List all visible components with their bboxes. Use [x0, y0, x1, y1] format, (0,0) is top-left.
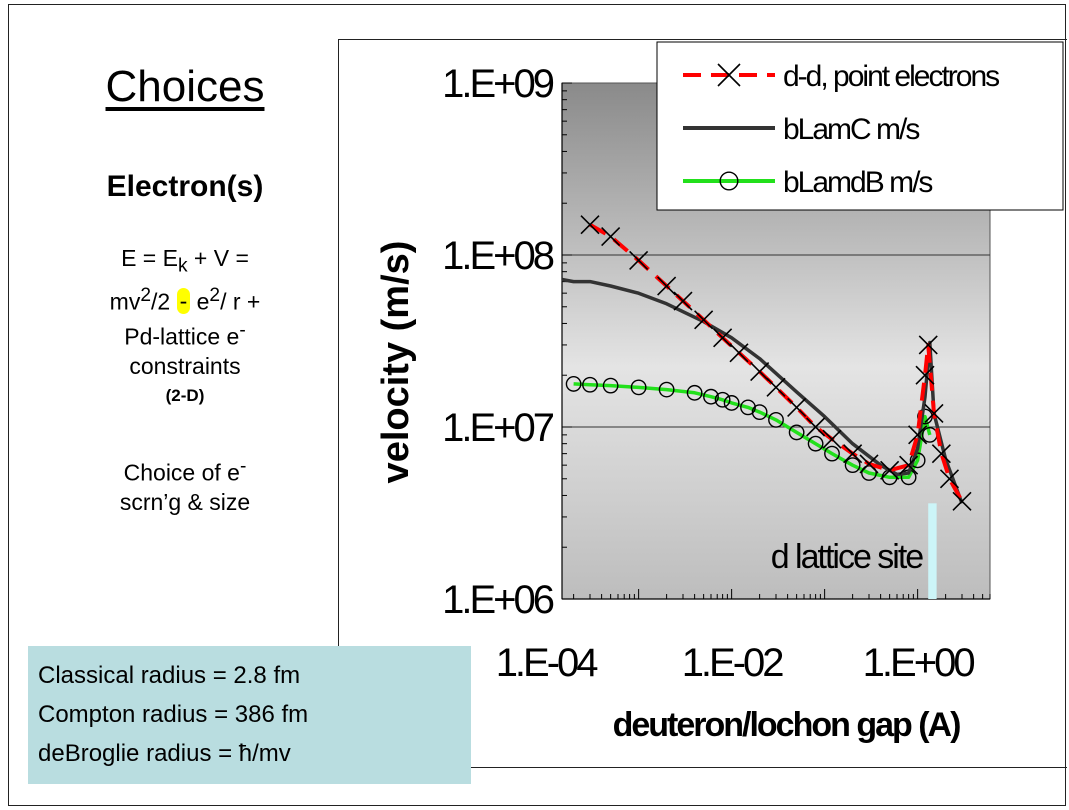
data-point-x — [859, 454, 879, 474]
data-point-circle — [602, 377, 619, 394]
data-point-x — [915, 365, 935, 385]
data-point-circle — [788, 424, 805, 441]
data-point-x — [766, 377, 786, 397]
annotation-layer: d lattice site — [771, 503, 937, 599]
data-point-x — [939, 469, 960, 489]
data-point-x — [918, 335, 938, 355]
lattice-site-marker — [928, 503, 937, 599]
data-point-x — [931, 444, 951, 464]
lattice-site-label: d lattice site — [771, 538, 924, 576]
data-point-circle — [686, 384, 703, 401]
classical-radius-text: Classical radius = 2.8 fm — [38, 662, 301, 689]
slide-border — [8, 4, 1066, 806]
x-tick-label: 1.E+00 — [863, 641, 975, 685]
x-tick-label: 1.E-02 — [682, 641, 784, 685]
choice-line-2: scrn’g & size — [119, 488, 251, 515]
data-point-circle — [723, 395, 740, 411]
data-point-x — [899, 455, 919, 475]
data-point-circle — [714, 391, 731, 408]
radius-box: Classical radius = 2.8 fm Compton radius… — [28, 646, 471, 784]
data-point-x — [924, 403, 944, 423]
equation-line-3: Pd-lattice e- — [124, 320, 246, 350]
subheading-electrons: Electron(s) — [106, 170, 264, 203]
data-point-x — [787, 397, 807, 417]
data-point-circle — [630, 379, 647, 396]
data-point-circle — [751, 404, 768, 421]
data-point-x — [673, 291, 693, 311]
data-point-x — [908, 425, 928, 445]
data-point-circle — [768, 411, 784, 428]
data-point-x — [580, 215, 600, 235]
data-point-x — [822, 429, 842, 449]
y-tick-label: 1.E+06 — [442, 578, 554, 622]
data-point-x — [729, 343, 749, 363]
highlighted-minus: - — [176, 288, 191, 315]
equation-line-5: (2-D) — [165, 385, 205, 405]
data-point-x — [750, 362, 770, 382]
energy-equation: E = Ek + V = mv2/2 - e2/ r + Pd-lattice … — [60, 244, 310, 410]
series-line-2 — [573, 382, 932, 480]
data-point-circle — [740, 399, 756, 416]
legend-label: d-d, point electrons — [783, 60, 999, 93]
data-point-x — [843, 444, 863, 464]
y-tick-label: 1.E+07 — [442, 406, 554, 450]
tick-labels: 1.E+06 1.E+07 1.E+08 1.E+09 1.E-04 1.E-02 1.E+… — [442, 62, 977, 685]
data-point-circle — [719, 171, 739, 191]
data-point-x — [717, 63, 741, 87]
legend-label: bLamC m/s — [783, 113, 919, 146]
data-point-circle — [658, 381, 675, 398]
data-point-x — [806, 417, 826, 437]
data-point-circle — [917, 408, 933, 425]
x-tick-label: 1.E-04 — [496, 641, 599, 685]
data-point-circle — [703, 388, 719, 405]
axes — [561, 82, 991, 600]
data-point-circle — [824, 445, 840, 462]
data-point-x — [629, 250, 649, 270]
y-tick-label: 1.E+08 — [442, 234, 554, 278]
series-layer — [561, 215, 972, 511]
data-point-x — [952, 491, 972, 511]
choice-text: Choice of e- scrn’g & size — [60, 452, 310, 517]
equation-line-4: constraints — [129, 352, 241, 379]
y-tick-label: 1.E+09 — [442, 62, 554, 106]
data-point-x — [713, 328, 733, 348]
choice-line-1: Choice of e- — [123, 456, 247, 486]
x-axis-label: deuteron/lochon gap (A) — [613, 706, 961, 744]
equation-line-1: E = Ek + V = — [121, 245, 249, 277]
data-point-x — [601, 226, 621, 247]
compton-radius-text: Compton radius = 386 fm — [38, 701, 309, 728]
data-point-x — [880, 460, 900, 480]
data-point-x — [657, 276, 677, 296]
legend-label: bLamdB m/s — [783, 166, 932, 199]
debroglie-radius-text: deBroglie radius = ħ/mv — [38, 740, 291, 767]
chart-frame — [338, 39, 1067, 768]
data-point-circle — [844, 457, 861, 474]
heading-choices: Choices — [105, 62, 265, 111]
data-point-circle — [565, 376, 582, 392]
data-point-circle — [807, 435, 824, 452]
equation-line-2: mv2/2 - e2/ r + — [109, 284, 261, 315]
data-point-circle — [582, 376, 598, 393]
legend: d-d, point electrons bLamC m/s bLamdB m/s — [656, 41, 1064, 211]
data-point-x — [694, 310, 714, 330]
y-axis-label: velocity (m/s) — [375, 241, 417, 484]
